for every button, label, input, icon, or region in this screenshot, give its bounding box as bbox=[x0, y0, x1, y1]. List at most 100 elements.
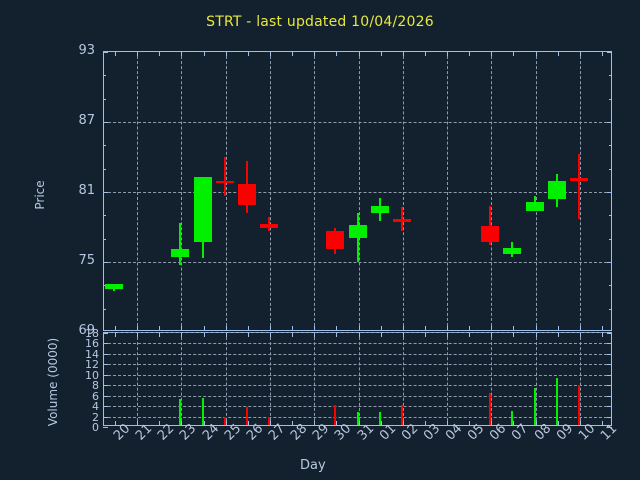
day-tick bbox=[557, 51, 559, 56]
price-minor-tick bbox=[103, 214, 106, 216]
price-tick bbox=[103, 331, 108, 333]
day-tick bbox=[114, 332, 116, 337]
day-tick bbox=[557, 421, 559, 426]
volume-tick bbox=[607, 426, 612, 428]
day-tick bbox=[358, 326, 360, 331]
price-minor-tick bbox=[103, 98, 106, 100]
day-tick bbox=[512, 332, 514, 337]
volume-tick-label: 8 bbox=[92, 378, 99, 392]
volume-bar bbox=[268, 417, 270, 425]
day-tick bbox=[535, 332, 537, 337]
day-tick bbox=[136, 326, 138, 331]
price-axis-label: Price bbox=[33, 180, 47, 210]
day-tick bbox=[247, 421, 249, 426]
day-tick bbox=[136, 332, 138, 337]
price-minor-tick bbox=[609, 308, 612, 310]
price-tick bbox=[103, 261, 108, 263]
volume-bar bbox=[534, 387, 536, 425]
day-tick bbox=[601, 332, 603, 337]
day-tick bbox=[269, 326, 271, 331]
day-tick bbox=[180, 332, 182, 337]
day-tick bbox=[335, 332, 337, 337]
day-tick bbox=[225, 326, 227, 331]
price-minor-tick bbox=[103, 74, 106, 76]
day-tick bbox=[446, 421, 448, 426]
price-tick-label: 81 bbox=[78, 182, 95, 198]
candle-body bbox=[503, 248, 521, 254]
day-tick bbox=[535, 421, 537, 426]
day-tick bbox=[291, 332, 293, 337]
volume-tick bbox=[607, 416, 612, 418]
day-tick bbox=[402, 51, 404, 56]
day-tick bbox=[203, 332, 205, 337]
price-minor-tick bbox=[609, 214, 612, 216]
day-tick bbox=[114, 326, 116, 331]
day-tick bbox=[557, 332, 559, 337]
candle-body bbox=[526, 201, 544, 211]
volume-tick bbox=[607, 384, 612, 386]
day-tick bbox=[512, 326, 514, 331]
day-tick bbox=[247, 332, 249, 337]
day-tick bbox=[380, 51, 382, 56]
volume-tick bbox=[607, 395, 612, 397]
volume-plot-area bbox=[103, 332, 612, 426]
volume-tick bbox=[607, 363, 612, 365]
candle-wick bbox=[489, 206, 491, 245]
volume-tick-label: 0 bbox=[92, 420, 99, 434]
volume-bar bbox=[334, 404, 336, 425]
day-tick bbox=[468, 51, 470, 56]
volume-tick bbox=[103, 384, 108, 386]
day-tick bbox=[158, 326, 160, 331]
candle-wick bbox=[224, 157, 226, 196]
price-tick bbox=[607, 121, 612, 123]
price-tick-label: 93 bbox=[78, 42, 95, 58]
price-tick-label: 75 bbox=[78, 252, 95, 268]
day-tick bbox=[335, 326, 337, 331]
day-tick bbox=[269, 51, 271, 56]
candle-body bbox=[194, 177, 212, 243]
day-tick bbox=[380, 421, 382, 426]
price-minor-tick bbox=[609, 144, 612, 146]
day-tick bbox=[203, 51, 205, 56]
day-tick bbox=[446, 332, 448, 337]
volume-tick-label: 18 bbox=[85, 326, 99, 340]
price-plot-area bbox=[103, 51, 612, 331]
price-tick-label: 69 bbox=[78, 322, 95, 338]
volume-bar bbox=[401, 404, 403, 425]
day-tick bbox=[579, 332, 581, 337]
volume-tick bbox=[607, 374, 612, 376]
day-tick bbox=[446, 326, 448, 331]
day-tick bbox=[424, 421, 426, 426]
day-tick bbox=[535, 326, 537, 331]
volume-tick-label: 4 bbox=[92, 399, 99, 413]
day-tick bbox=[247, 51, 249, 56]
candle-body bbox=[171, 249, 189, 258]
volume-tick bbox=[103, 374, 108, 376]
volume-bar bbox=[224, 416, 226, 425]
price-tick bbox=[607, 331, 612, 333]
day-tick bbox=[512, 421, 514, 426]
day-tick bbox=[601, 421, 603, 426]
price-minor-tick bbox=[103, 168, 106, 170]
day-tick bbox=[490, 326, 492, 331]
day-tick bbox=[579, 51, 581, 56]
price-minor-tick bbox=[609, 74, 612, 76]
day-tick bbox=[335, 421, 337, 426]
day-tick bbox=[468, 326, 470, 331]
day-tick bbox=[114, 421, 116, 426]
day-tick bbox=[313, 51, 315, 56]
volume-axis-label: Volume (0000) bbox=[46, 337, 60, 427]
volume-tick bbox=[607, 332, 612, 334]
price-minor-tick bbox=[609, 284, 612, 286]
price-tick bbox=[103, 191, 108, 193]
chart-title: STRT - last updated 10/04/2026 bbox=[206, 14, 434, 30]
day-tick bbox=[380, 332, 382, 337]
candle-body bbox=[349, 224, 367, 238]
candle-body bbox=[481, 226, 499, 243]
day-tick bbox=[402, 332, 404, 337]
volume-bar bbox=[357, 412, 359, 425]
day-tick bbox=[158, 421, 160, 426]
volume-tick bbox=[103, 332, 108, 334]
volume-bar bbox=[179, 398, 181, 425]
